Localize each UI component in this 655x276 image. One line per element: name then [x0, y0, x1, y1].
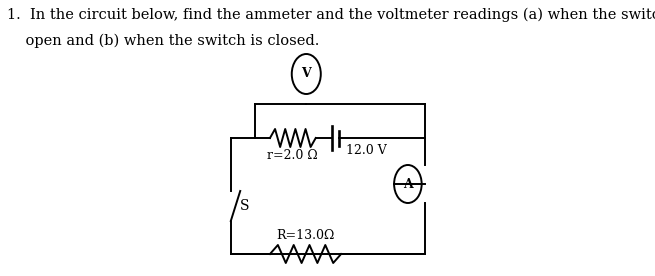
Text: S: S [240, 199, 250, 213]
Text: r=2.0 Ω: r=2.0 Ω [267, 149, 318, 162]
Text: 1.  In the circuit below, find the ammeter and the voltmeter readings (a) when t: 1. In the circuit below, find the ammete… [7, 8, 655, 22]
Text: open and (b) when the switch is closed.: open and (b) when the switch is closed. [7, 34, 320, 48]
Text: V: V [301, 68, 311, 81]
Text: R=13.0Ω: R=13.0Ω [276, 229, 335, 242]
Text: 12.0 V: 12.0 V [346, 144, 387, 157]
Text: A: A [403, 177, 413, 190]
